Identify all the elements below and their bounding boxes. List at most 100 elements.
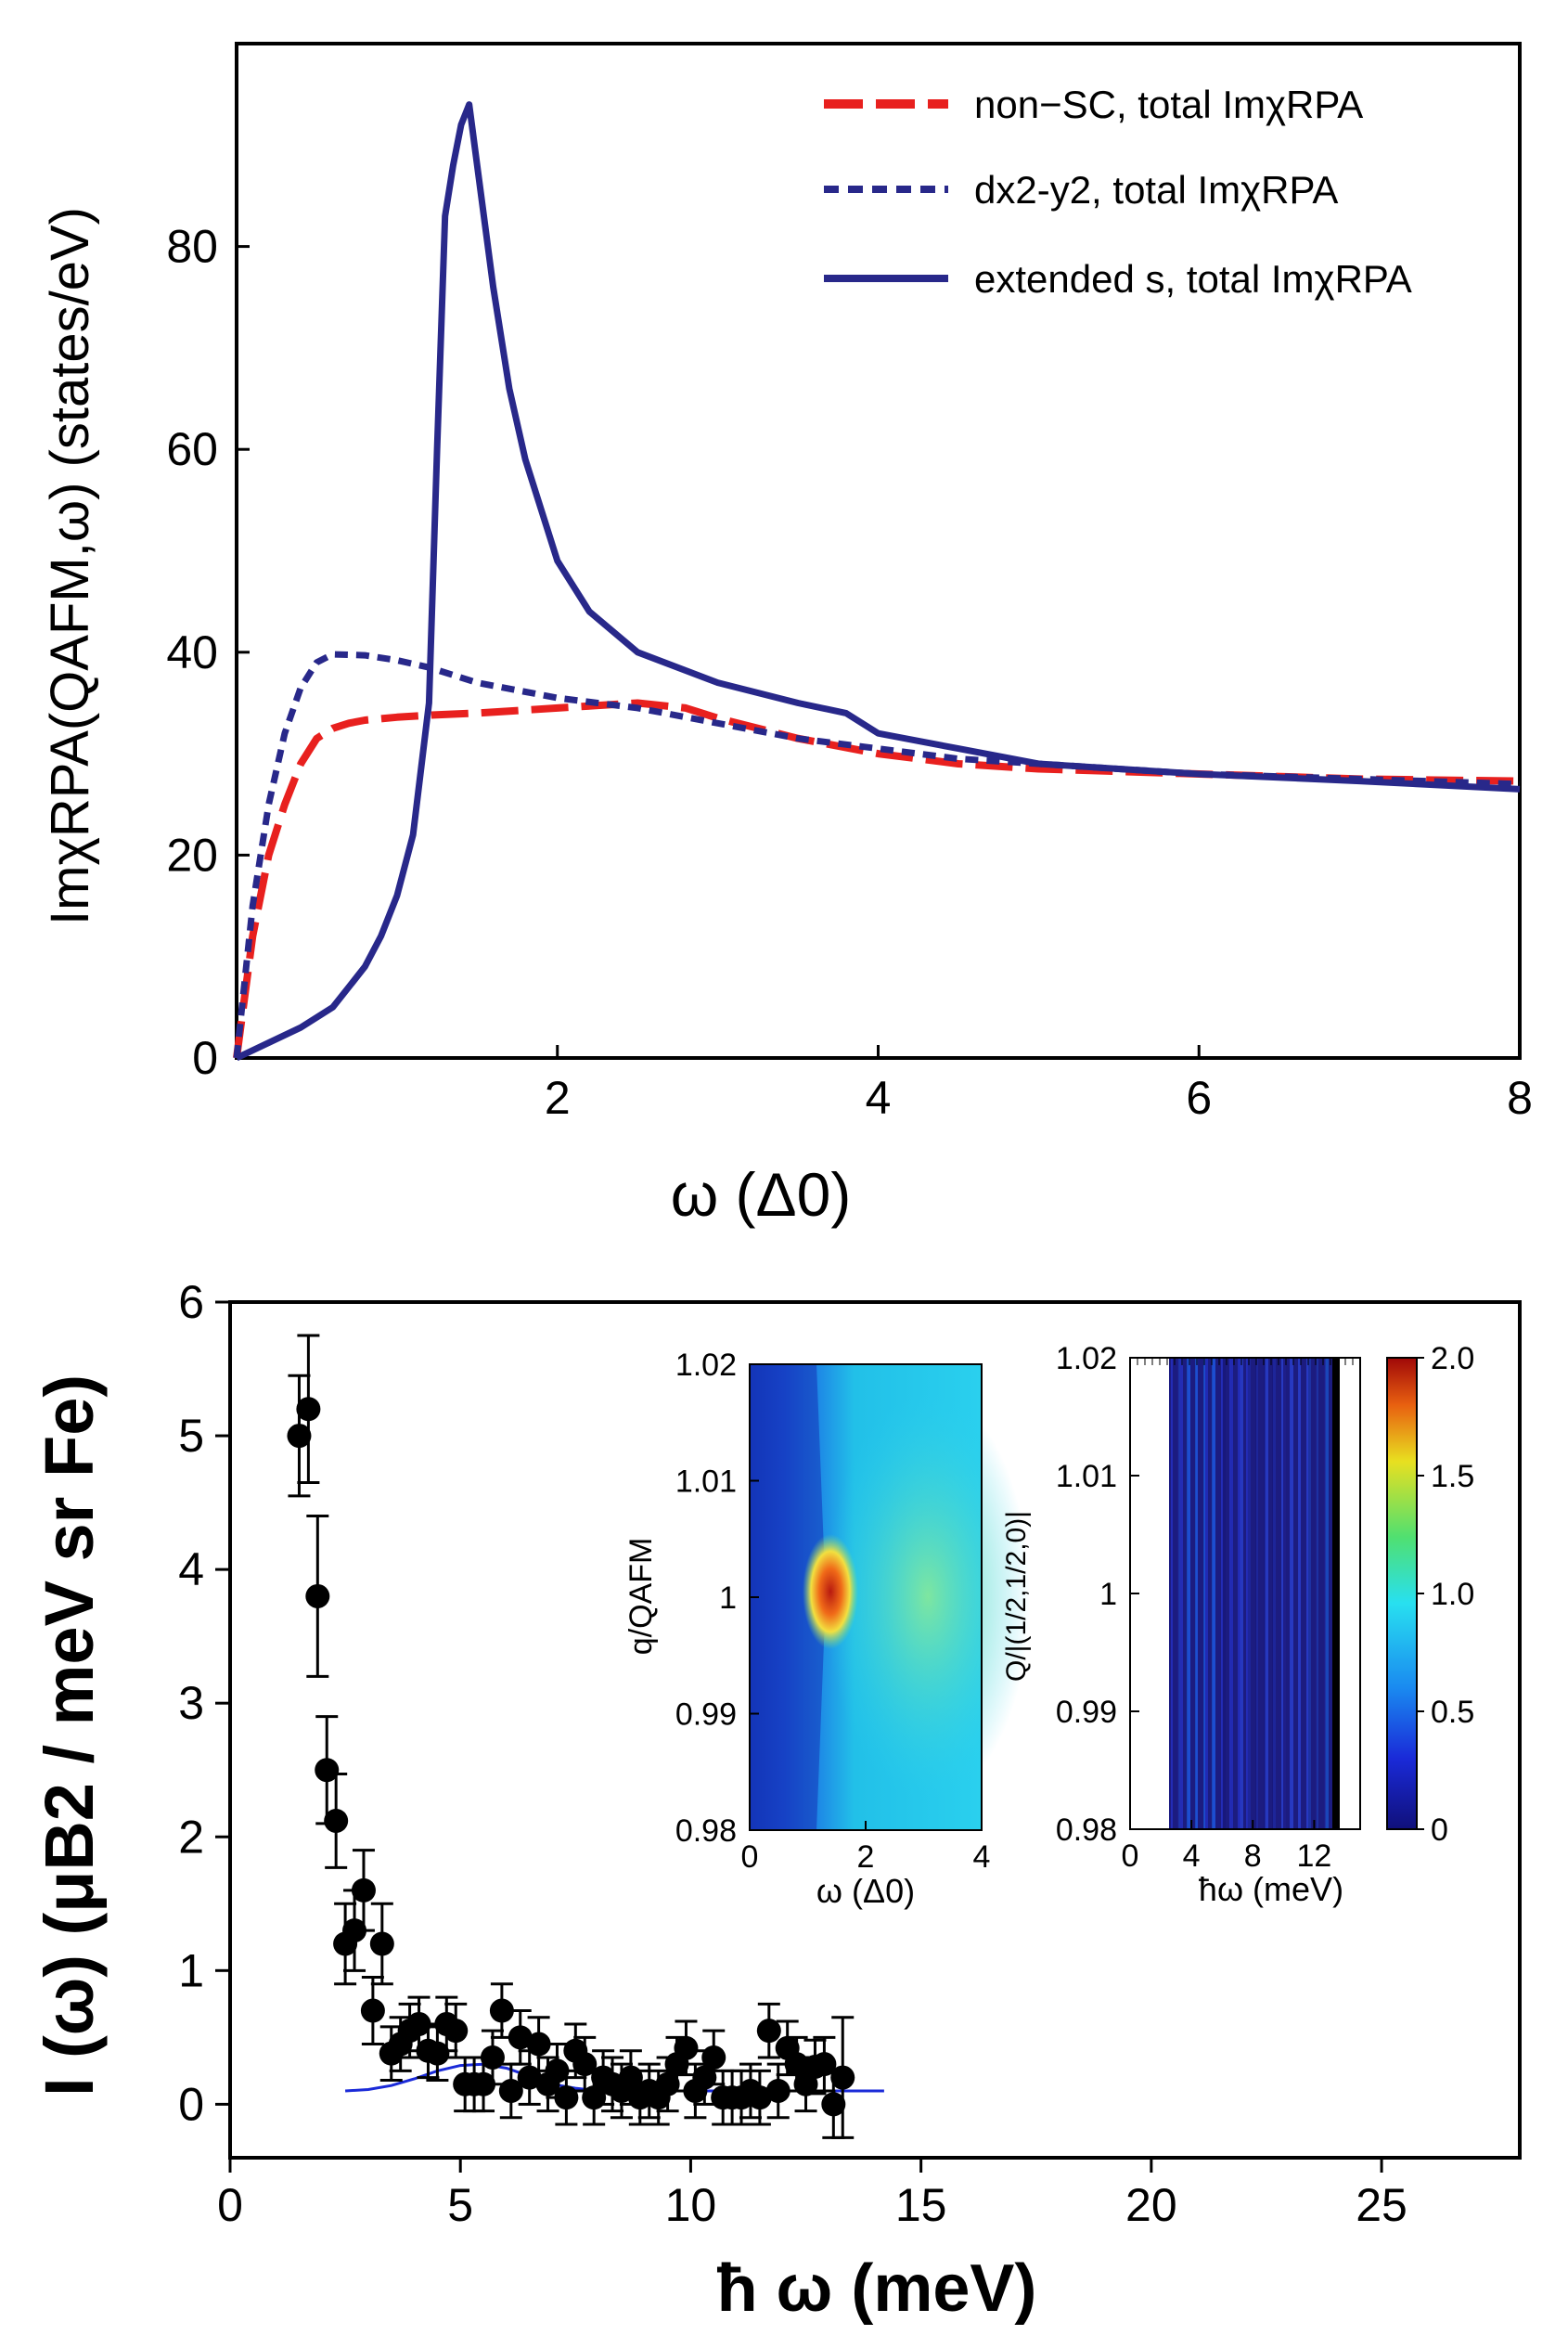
inset2-streak <box>1229 1358 1233 1829</box>
data-point <box>360 1998 385 2023</box>
data-point <box>305 1583 330 1608</box>
data-point <box>701 2045 726 2070</box>
inset2-streak <box>1212 1358 1215 1829</box>
data-point <box>508 2025 533 2050</box>
colorbar-tick-label: 1.5 <box>1431 1459 1474 1494</box>
data-point <box>425 2041 450 2066</box>
inset1-x-tick-label: 0 <box>741 1839 759 1875</box>
bottom-plot-frame <box>228 1300 1522 2160</box>
inset1-x-label: ω (Δ0) <box>816 1872 915 1910</box>
inset2-streak <box>1298 1358 1301 1829</box>
bottom-x-tick-label: 20 <box>1125 2179 1177 2231</box>
inset2-streak <box>1171 1358 1173 1829</box>
colorbar-ticks: 0 0.5 1.0 1.5 2.0 <box>1417 1341 1474 1848</box>
bottom-y-tick-label: 5 <box>178 1410 204 1462</box>
data-point <box>554 2085 579 2110</box>
colorbar-tick-label: 0.5 <box>1431 1695 1474 1730</box>
inset2-streak <box>1195 1358 1198 1829</box>
inset2-streak <box>1324 1358 1326 1829</box>
data-point <box>830 2065 855 2090</box>
top-x-tick-label: 2 <box>545 1072 571 1124</box>
inset2-x-label: ħω (meV) <box>1199 1870 1343 1908</box>
bottom-y-axis-label: I (ω) (μB2 / meV sr Fe) <box>31 1374 108 2096</box>
inset2-streak <box>1179 1358 1183 1829</box>
bottom-y-tick-label: 4 <box>178 1543 204 1595</box>
top-y-tick-label: 20 <box>166 829 218 881</box>
inset1-y-tick-label: 1.02 <box>675 1348 737 1383</box>
inset2-x-tick-label: 8 <box>1244 1838 1262 1874</box>
data-point <box>489 1998 514 2023</box>
colorbar <box>1387 1358 1417 1829</box>
inset2-x-tick-label: 12 <box>1296 1838 1331 1874</box>
data-point <box>756 2019 781 2044</box>
inset2-streak <box>1221 1358 1223 1829</box>
inset1-y-tick-label: 0.98 <box>675 1813 737 1849</box>
top-legend: non−SC, total ImχRPA dx2-y2, total ImχRP… <box>824 83 1412 301</box>
inset2-streak <box>1307 1358 1311 1829</box>
top-x-tick-label: 6 <box>1186 1072 1212 1124</box>
data-point <box>315 1758 340 1783</box>
inset-data-heatmap: 0 4 8 12 0.98 0.99 1 1.01 1.02 ħω (meV) Q/|(1/2,… <box>1001 1341 1474 1908</box>
inset2-y-tick-label: 0.98 <box>1056 1813 1117 1848</box>
inset2-y-tick-label: 1.02 <box>1056 1341 1117 1376</box>
top-series-line-0 <box>233 699 1521 1059</box>
inset1-y-label: q/QAFM <box>623 1538 659 1656</box>
inset2-y-tick-label: 0.99 <box>1056 1695 1117 1730</box>
bottom-x-axis-label: ħ ω (meV) <box>717 2251 1037 2326</box>
inset1-axis-ticks: 0 2 4 0.98 0.99 1 1.01 1.02 <box>675 1348 991 1875</box>
data-point <box>747 2085 772 2110</box>
bottom-y-tick-label: 2 <box>178 1811 204 1863</box>
inset2-streak <box>1282 1358 1286 1829</box>
bottom-y-tick-label: 6 <box>178 1276 204 1328</box>
data-point <box>674 2035 699 2060</box>
inset2-streak <box>1203 1358 1205 1829</box>
top-y-axis-label: ImχRPA(QAFM,ω) (states/eV) <box>40 207 100 925</box>
inset2-streak <box>1264 1358 1266 1829</box>
inset1-y-tick-label: 1.01 <box>675 1464 737 1500</box>
bottom-x-tick-label: 15 <box>895 2179 947 2231</box>
inset2-streak <box>1265 1358 1268 1829</box>
legend-label-d-wave: dx2-y2, total ImχRPA <box>974 168 1338 212</box>
inset1-x-tick-label: 2 <box>857 1839 875 1875</box>
bottom-x-tick-label: 5 <box>447 2179 473 2231</box>
inset2-streak <box>1306 1358 1308 1829</box>
inset2-heatmap-field <box>1169 1358 1340 1829</box>
top-x-axis-label: ω (Δ0) <box>671 1160 852 1229</box>
inset2-streak <box>1246 1358 1248 1829</box>
data-point <box>480 2045 505 2070</box>
inset2-noise-streaks <box>1171 1358 1336 1829</box>
data-point <box>287 1424 312 1449</box>
inset1-low-region <box>750 1364 826 1830</box>
data-point <box>351 1877 376 1903</box>
top-x-tick-label: 8 <box>1507 1072 1533 1124</box>
bottom-x-tick-label: 25 <box>1356 2179 1407 2231</box>
inset1-x-tick-label: 4 <box>973 1839 991 1875</box>
data-point <box>443 2019 469 2044</box>
top-x-tick-label: 4 <box>866 1072 892 1124</box>
top-series-line-1 <box>233 651 1521 1059</box>
top-y-tick-label: 40 <box>166 626 218 678</box>
data-point <box>765 2078 790 2103</box>
inset1-glow <box>826 1392 1030 1800</box>
inset2-streak <box>1281 1358 1283 1829</box>
inset2-streak <box>1222 1358 1226 1829</box>
colorbar-tick-label: 1.0 <box>1431 1577 1474 1612</box>
inset1-y-tick-label: 0.99 <box>675 1697 737 1733</box>
data-point <box>296 1397 321 1422</box>
data-point <box>821 2092 846 2117</box>
inset2-streak <box>1316 1358 1318 1829</box>
inset2-streak <box>1240 1358 1243 1829</box>
inset2-streak <box>1255 1358 1258 1829</box>
inset1-y-tick-label: 1 <box>719 1580 737 1616</box>
inset1-hot-spot <box>803 1534 858 1649</box>
inset2-dark-edge <box>1332 1358 1340 1829</box>
inset2-streak <box>1325 1358 1329 1829</box>
inset2-streak <box>1204 1358 1208 1829</box>
inset2-axis-ticks: 0 4 8 12 0.98 0.99 1 1.01 1.02 <box>1056 1341 1361 1874</box>
legend-label-ext-s: extended s, total ImχRPA <box>974 257 1412 301</box>
inset2-y-label: Q/|(1/2,1/2,0)| <box>1001 1511 1032 1682</box>
